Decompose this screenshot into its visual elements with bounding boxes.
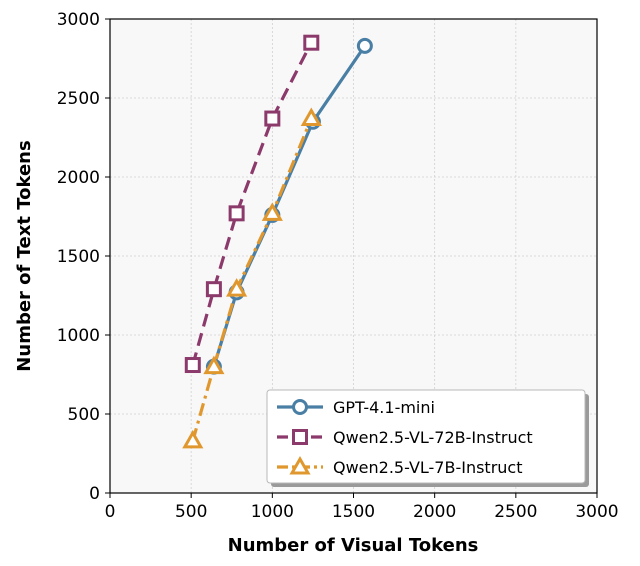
x-tick-label: 0: [105, 502, 116, 522]
x-axis-ticks: 0 500 1000 1500 2000 2500 3000: [105, 493, 619, 522]
data-point-square: [205, 281, 222, 298]
data-point-triangle: [182, 429, 204, 449]
legend-label: GPT-4.1-mini: [333, 398, 435, 417]
data-point-square: [228, 205, 245, 222]
legend-label: Qwen2.5-VL-7B-Instruct: [333, 458, 522, 477]
legend: GPT-4.1-mini Qwen2.5-VL-72B-Instruct Qwen2…: [266, 389, 589, 487]
series-markers: [182, 34, 373, 449]
y-tick-label: 2000: [57, 168, 100, 188]
x-tick-label: 1500: [332, 502, 375, 522]
y-tick-label: 2500: [57, 89, 100, 109]
data-point-square: [184, 357, 201, 374]
x-tick-label: 500: [175, 502, 207, 522]
legend-marker-circle: [292, 399, 308, 415]
legend-marker-triangle: [289, 455, 311, 475]
data-point-circle: [356, 37, 373, 54]
y-tick-label: 3000: [57, 10, 100, 30]
data-point-triangle: [203, 355, 225, 375]
y-tick-label: 1000: [57, 326, 100, 346]
y-tick-label: 1500: [57, 247, 100, 267]
data-point-triangle: [261, 202, 283, 221]
data-point-square: [264, 110, 281, 127]
y-axis-title: Number of Text Tokens: [14, 140, 35, 371]
x-tick-label: 2000: [413, 502, 456, 522]
y-tick-label: 500: [68, 405, 100, 425]
x-tick-label: 1000: [251, 502, 294, 522]
data-point-triangle: [300, 107, 322, 127]
legend-box: [266, 389, 586, 484]
data-point-triangle: [226, 278, 248, 297]
legend-label: Qwen2.5-VL-72B-Instruct: [333, 428, 533, 447]
data-point-square: [303, 34, 320, 51]
y-tick-label: 0: [89, 484, 100, 504]
series-line-1: [191, 41, 313, 366]
y-axis-ticks: 0 500 1000 1500 2000 2500 3000: [57, 10, 110, 504]
x-tick-label: 2500: [494, 502, 537, 522]
legend-marker-square: [292, 429, 308, 445]
x-tick-label: 3000: [575, 502, 618, 522]
x-axis-title: Number of Visual Tokens: [228, 535, 479, 556]
